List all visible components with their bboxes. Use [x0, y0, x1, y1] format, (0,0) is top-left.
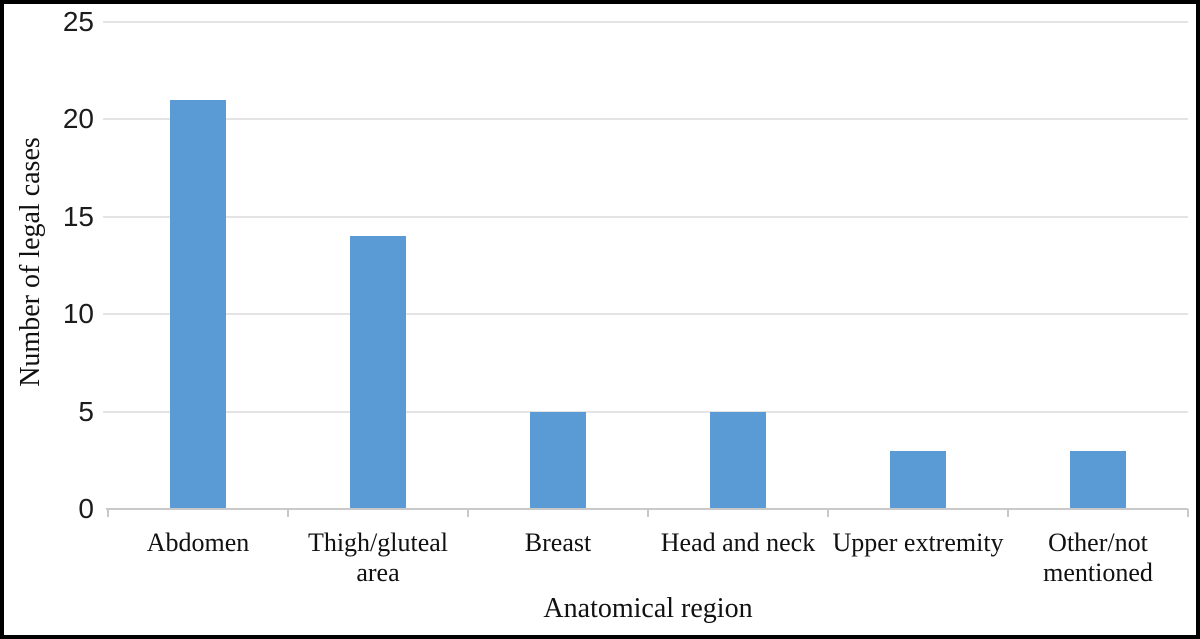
x-category-label-upper-extremity: Upper extremity — [832, 528, 1004, 557]
y-tick-label-15: 15 — [62, 200, 94, 232]
bar-thigh-gluteal-area — [350, 236, 406, 509]
bar-upper-extremity — [890, 450, 946, 509]
x-axis-tick-1 — [287, 509, 289, 517]
x-axis-tick-2 — [467, 509, 469, 517]
y-tick-label-5: 5 — [78, 395, 94, 427]
bar-abdomen — [170, 99, 226, 509]
y-tick-label-20: 20 — [62, 103, 94, 135]
x-axis-tick-5 — [1007, 509, 1009, 517]
bar-other-not-mentioned — [1070, 450, 1126, 509]
x-category-label-thigh-gluteal-area: Thigh/gluteal area — [307, 528, 449, 587]
gridline-20 — [103, 118, 1188, 121]
gridline-5 — [103, 410, 1188, 413]
y-tick-label-10: 10 — [62, 298, 94, 330]
y-tick-label-25: 25 — [62, 6, 94, 37]
x-category-label-breast: Breast — [524, 528, 592, 557]
x-category-label-other-not-mentioned: Other/not mentioned — [1043, 528, 1153, 587]
x-axis-tick-0 — [107, 509, 109, 517]
x-axis-tick-4 — [827, 509, 829, 517]
x-category-label-head-and-neck: Head and neck — [660, 528, 816, 557]
x-axis-tick-3 — [647, 509, 649, 517]
y-tick-label-0: 0 — [78, 493, 94, 524]
x-category-label-abdomen: Abdomen — [146, 528, 250, 557]
bar-breast — [530, 411, 586, 509]
x-axis-title: Anatomical region — [543, 593, 753, 624]
gridline-10 — [103, 313, 1188, 316]
gridline-25 — [103, 21, 1188, 23]
bar-head-and-neck — [710, 411, 766, 509]
y-axis-title: Number of legal cases — [15, 137, 46, 387]
gridline-15 — [103, 215, 1188, 218]
x-axis-tick-6 — [1187, 509, 1189, 517]
